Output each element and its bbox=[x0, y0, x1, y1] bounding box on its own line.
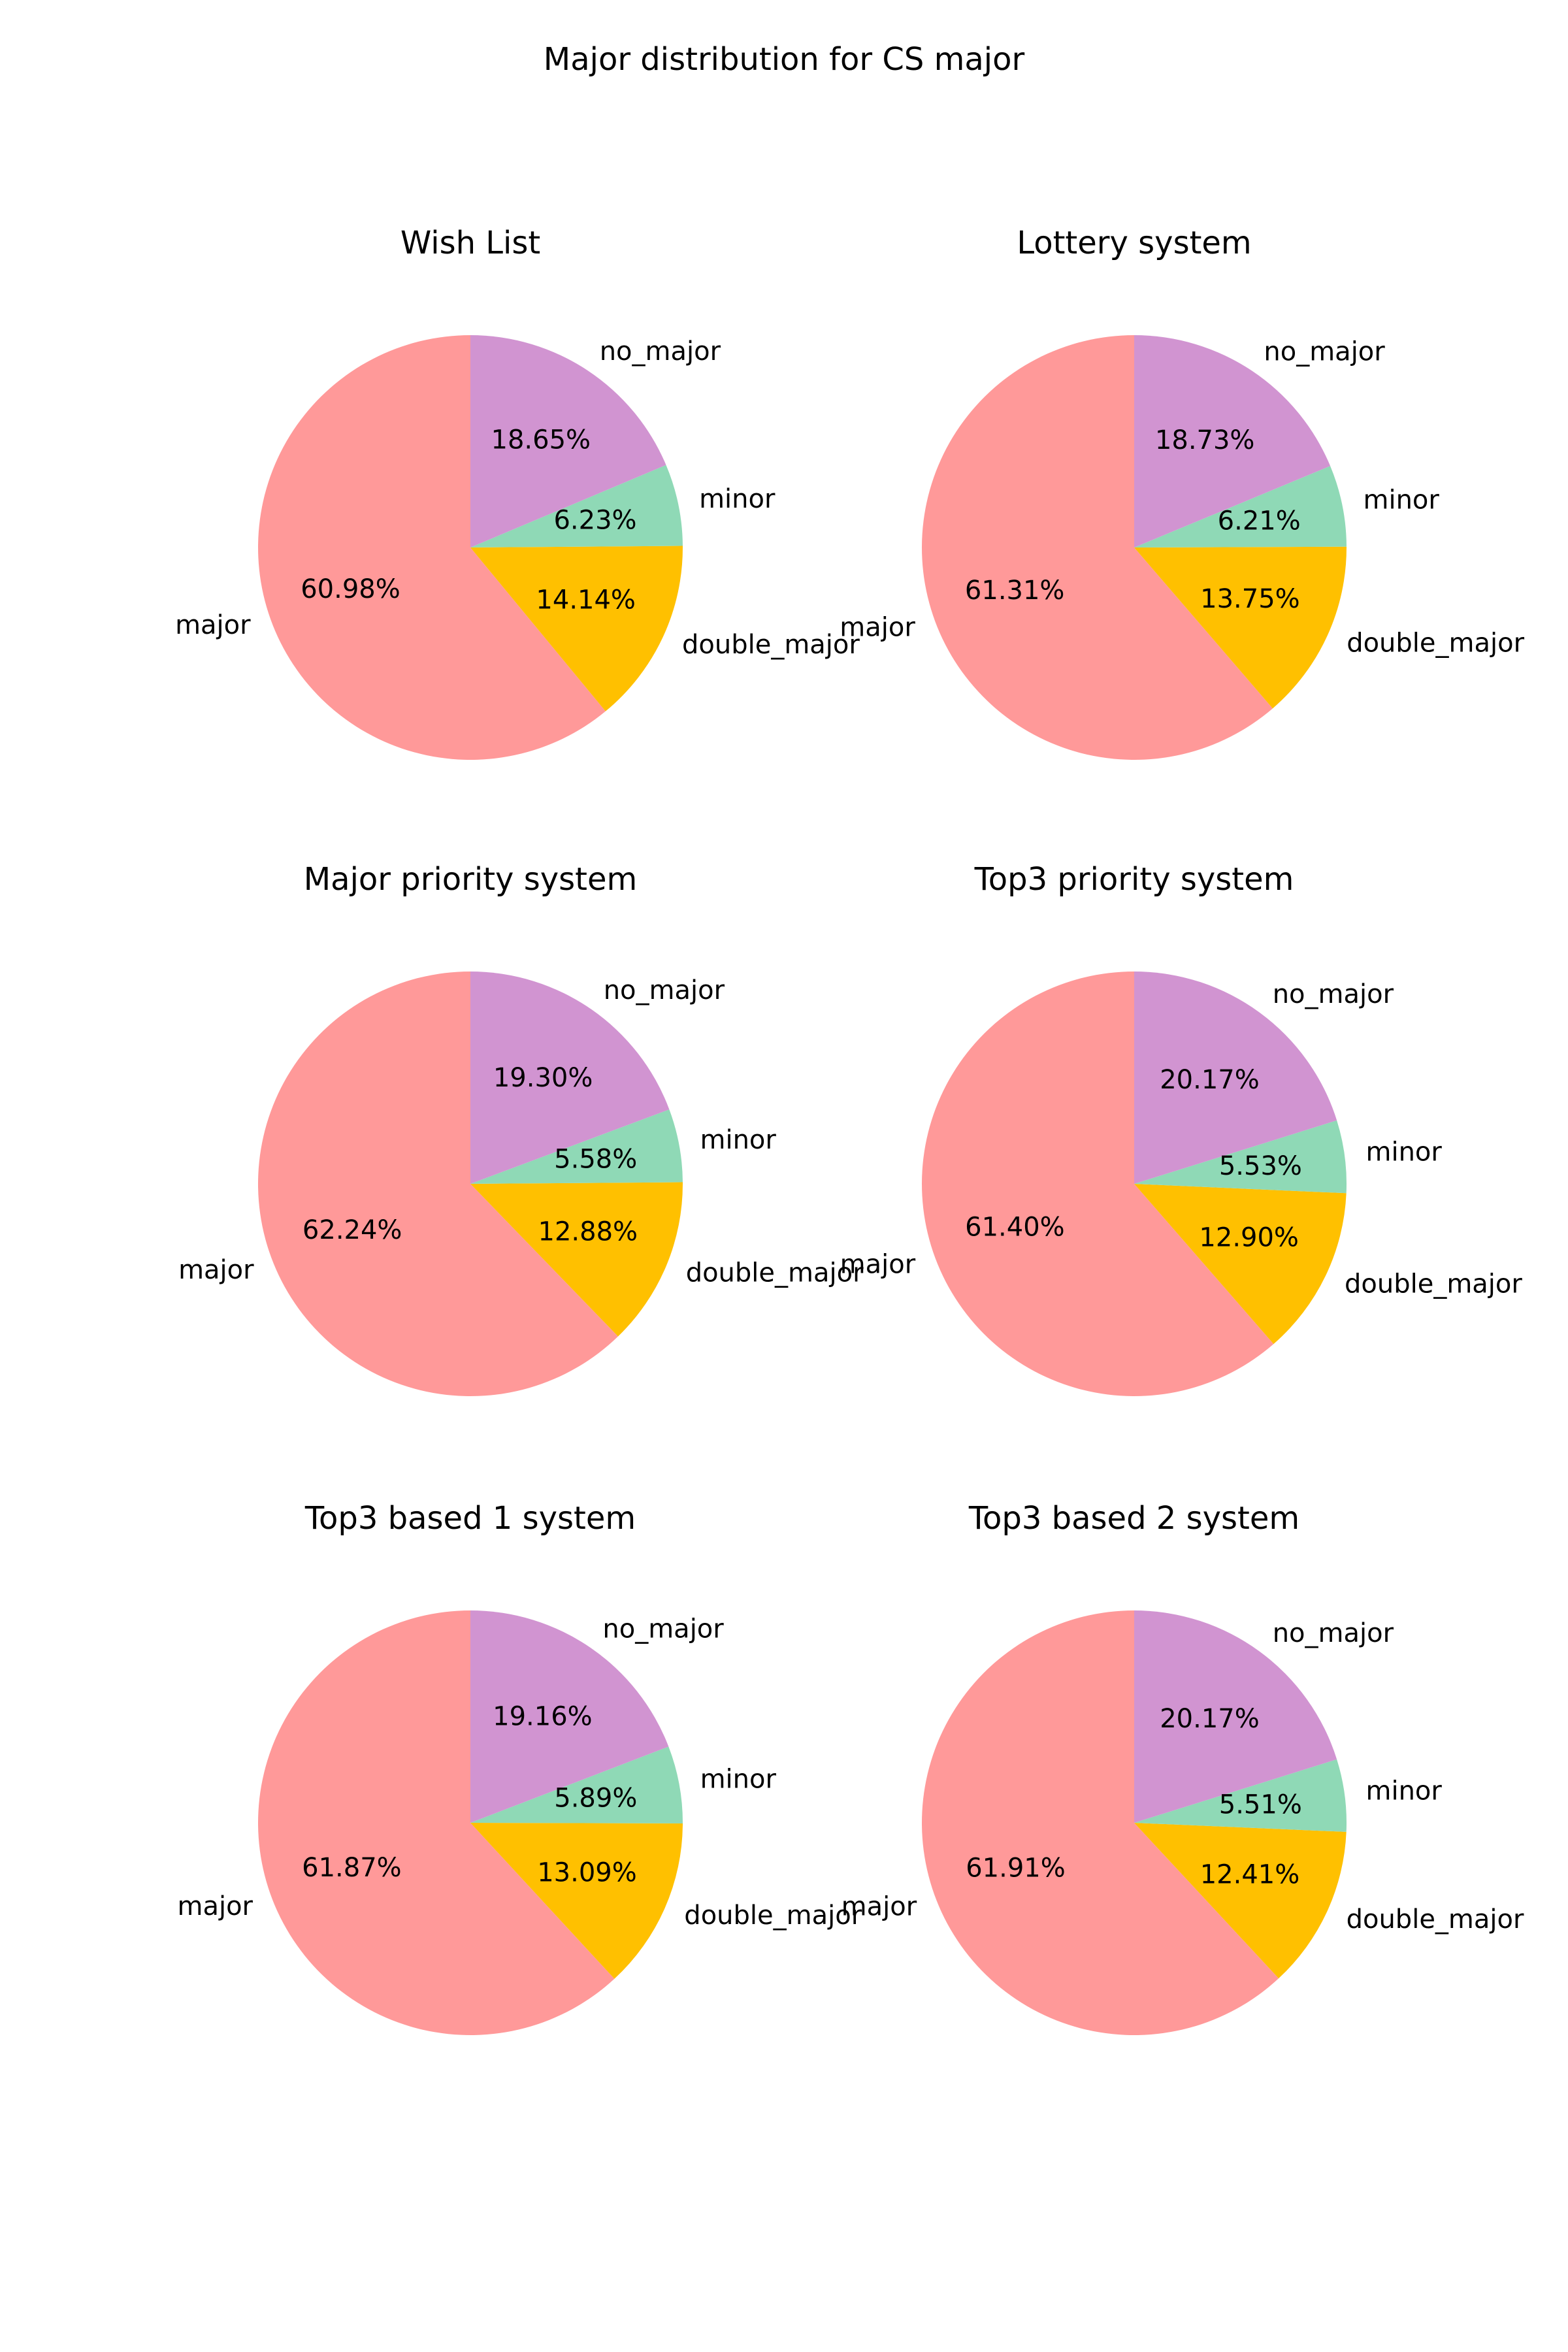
pie-percent-label: 6.23% bbox=[553, 506, 636, 536]
pie-category-label: minor bbox=[1364, 485, 1440, 515]
pie-panel: Top3 priority system major 61.40% double_ma… bbox=[840, 861, 1523, 1397]
pie-percent-label: 19.16% bbox=[493, 1701, 593, 1731]
pie-slice-no-major bbox=[1134, 1610, 1337, 1823]
pie-category-label: no_major bbox=[604, 975, 725, 1005]
pie-title: Top3 based 2 system bbox=[968, 1500, 1299, 1537]
pie-slice-no-major bbox=[1134, 972, 1337, 1184]
figure-title: Major distribution for CS major bbox=[544, 41, 1025, 78]
pie-slice-double-major bbox=[470, 546, 683, 711]
pie-percent-label: 19.30% bbox=[493, 1063, 593, 1093]
pie-slice-double-major bbox=[1134, 1823, 1347, 1979]
pie-percent-label: 61.40% bbox=[965, 1212, 1065, 1242]
pie-category-label: minor bbox=[700, 1125, 777, 1155]
pie-category-label: major bbox=[840, 1249, 916, 1279]
pie-percent-label: 13.75% bbox=[1200, 584, 1300, 614]
pie-slice-double-major bbox=[1134, 546, 1347, 709]
pie-slice-major bbox=[258, 335, 606, 760]
pie-category-label: major bbox=[841, 1892, 917, 1922]
pie-percent-label: 18.73% bbox=[1155, 425, 1255, 455]
pie-slice-double-major bbox=[1134, 1184, 1347, 1345]
pie-percent-label: 61.87% bbox=[302, 1853, 402, 1883]
pie-category-label: double_major bbox=[1347, 628, 1524, 658]
pie-label-layer: major 61.40% double_major 12.90% minor 5.53% n… bbox=[840, 979, 1523, 1299]
pie-percent-label: 13.09% bbox=[537, 1858, 637, 1888]
pie-slice-major bbox=[921, 1610, 1279, 2035]
pie-slice-no-major bbox=[470, 1610, 669, 1823]
pie-category-label: double_major bbox=[1345, 1269, 1522, 1299]
pie-slice-minor bbox=[1134, 1759, 1347, 1832]
pie-percent-label: 5.53% bbox=[1219, 1151, 1302, 1181]
pie-category-label: no_major bbox=[1273, 1618, 1394, 1648]
pie-percent-label: 12.88% bbox=[538, 1217, 638, 1247]
pie-percent-label: 61.91% bbox=[966, 1853, 1066, 1883]
pie-category-label: minor bbox=[1366, 1137, 1443, 1168]
pie-category-label: no_major bbox=[600, 336, 721, 367]
pie-percent-label: 6.21% bbox=[1218, 506, 1301, 536]
pie-category-label: major bbox=[177, 1891, 253, 1921]
pie-panels: Wish List major 60.98% double_major 14.14% mi… bbox=[175, 225, 1525, 2036]
pie-label-layer: major 60.98% double_major 14.14% minor 6.23% n… bbox=[175, 336, 860, 660]
pie-category-label: double_major bbox=[684, 1901, 862, 1931]
pie-slice-major bbox=[921, 335, 1273, 760]
pie-panel: Lottery system major 61.31% double_major 13.… bbox=[840, 225, 1525, 760]
pie-category-label: double_major bbox=[686, 1258, 864, 1288]
pie-category-label: double_major bbox=[1347, 1904, 1524, 1935]
pie-percent-label: 5.51% bbox=[1219, 1790, 1302, 1820]
pie-slice-major bbox=[257, 972, 619, 1396]
pie-slice-major bbox=[257, 1610, 615, 2036]
pie-percent-label: 61.31% bbox=[965, 576, 1065, 606]
pie-title: Major priority system bbox=[304, 861, 638, 898]
pie-slice-minor bbox=[470, 465, 683, 547]
pie-title: Lottery system bbox=[1017, 225, 1251, 261]
pie-label-layer: major 62.24% double_major 12.88% minor 5.58% n… bbox=[178, 975, 864, 1288]
pie-percent-label: 5.89% bbox=[554, 1784, 637, 1814]
pie-title: Wish List bbox=[400, 225, 540, 261]
pie-percent-label: 14.14% bbox=[536, 585, 636, 615]
pie-percent-label: 12.41% bbox=[1200, 1860, 1300, 1890]
pie-percent-label: 5.58% bbox=[554, 1145, 637, 1175]
pie-category-label: no_major bbox=[1273, 979, 1394, 1009]
pie-panel: Major priority system major 62.24% double_m… bbox=[178, 861, 864, 1396]
pie-category-label: minor bbox=[699, 484, 776, 514]
pie-slice-double-major bbox=[470, 1823, 683, 1979]
pie-category-label: no_major bbox=[1264, 337, 1385, 367]
pie-slice-minor bbox=[470, 1109, 683, 1184]
pie-percent-label: 20.17% bbox=[1160, 1704, 1260, 1734]
pie-slice-major bbox=[921, 972, 1274, 1397]
pie-category-label: minor bbox=[700, 1764, 777, 1794]
pie-percent-label: 60.98% bbox=[301, 574, 400, 604]
pie-percent-label: 62.24% bbox=[302, 1215, 402, 1245]
pie-panel: Wish List major 60.98% double_major 14.14% mi… bbox=[175, 225, 860, 760]
pie-title: Top3 priority system bbox=[974, 861, 1294, 898]
pie-slice-double-major bbox=[470, 1182, 683, 1337]
pie-category-label: no_major bbox=[602, 1614, 724, 1644]
pie-slice-no-major bbox=[470, 335, 666, 547]
pie-slice-no-major bbox=[470, 972, 670, 1184]
pie-percent-label: 20.17% bbox=[1160, 1065, 1260, 1095]
pie-category-label: major bbox=[840, 612, 915, 642]
pie-label-layer: major 61.87% double_major 13.09% minor 5.89% n… bbox=[177, 1614, 862, 1931]
pie-title: Top3 based 1 system bbox=[304, 1500, 636, 1537]
pie-panel: Top3 based 2 system major 61.91% double_maj… bbox=[841, 1500, 1524, 2035]
pie-label-layer: major 61.31% double_major 13.75% minor 6.21% n… bbox=[840, 337, 1524, 659]
pie-slice-minor bbox=[1134, 1120, 1347, 1194]
pie-category-label: major bbox=[178, 1255, 254, 1285]
pie-slice-minor bbox=[470, 1746, 683, 1823]
pie-slice-minor bbox=[1134, 466, 1347, 547]
pie-category-label: major bbox=[175, 610, 251, 640]
pie-panel: Top3 based 1 system major 61.87% double_maj… bbox=[177, 1500, 862, 2036]
pie-percent-label: 18.65% bbox=[491, 425, 591, 455]
pie-label-layer: major 61.91% double_major 12.41% minor 5.51% n… bbox=[841, 1618, 1524, 1935]
pie-category-label: minor bbox=[1366, 1776, 1443, 1806]
pie-percent-label: 12.90% bbox=[1199, 1223, 1299, 1253]
pie-slice-no-major bbox=[1134, 335, 1331, 547]
pie-category-label: double_major bbox=[682, 630, 860, 660]
